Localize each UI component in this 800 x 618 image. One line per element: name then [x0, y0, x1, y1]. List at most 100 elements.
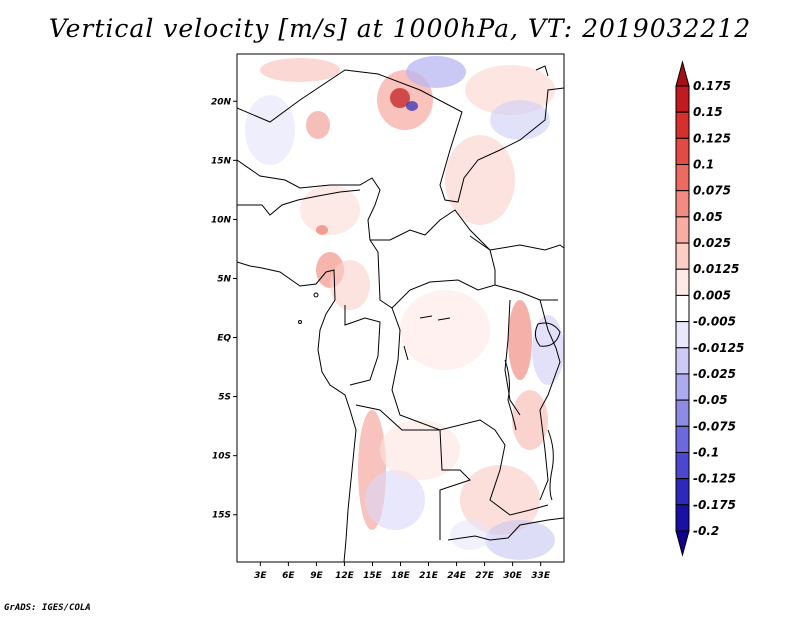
lake-malawi [547, 429, 554, 501]
colorbar-bin [675, 530, 690, 557]
colorbar-label: -0.0125 [693, 341, 744, 355]
colorbar-bin [675, 373, 690, 401]
lat-tick-label: EQ [217, 334, 231, 344]
lat-tick-label: 10N [211, 215, 232, 225]
field-patch [245, 95, 295, 165]
lon-tick-label: 30E [503, 571, 523, 581]
field-patch [445, 135, 515, 225]
field-patch [316, 225, 328, 235]
colorbar-bin [675, 164, 690, 192]
lon-tick-label: 15E [363, 571, 383, 581]
lat-tick-label: 20N [211, 97, 232, 107]
colorbar-label: -0.05 [693, 393, 728, 407]
lon-tick-label: 6E [282, 571, 295, 581]
car-border [377, 251, 558, 309]
field-patch [300, 185, 360, 235]
south-sudan-border [469, 235, 564, 251]
colorbar-bin [675, 85, 690, 113]
lakes-border-2 [539, 299, 561, 501]
lon-tick-label: 3E [254, 571, 267, 581]
field-patch [400, 290, 490, 370]
colorbar-label: -0.175 [693, 498, 736, 512]
colorbar-bin [675, 347, 690, 375]
lake-victoria [534, 322, 561, 347]
lat-tick-label: 15N [211, 156, 232, 166]
sahel-border-1 [237, 159, 381, 253]
lat-tick-label: 5S [218, 393, 231, 403]
field-patch [512, 390, 548, 450]
field-patch [532, 315, 564, 385]
lat-tick-label: 5N [217, 274, 231, 284]
colorbar-label: 0.05 [693, 210, 723, 224]
field-patch [406, 101, 418, 111]
lon-tick-label: 27E [475, 571, 495, 581]
west-coastline [237, 261, 357, 562]
field-patch [406, 56, 466, 88]
colorbar-bin [675, 425, 690, 453]
colorbar-bin [675, 111, 690, 139]
lat-tick-label: 10S [212, 452, 231, 462]
colorbar-label: -0.125 [693, 472, 736, 486]
lon-tick-label: 33E [531, 571, 551, 581]
field-patch [450, 520, 490, 550]
colorbar-bin [675, 60, 690, 87]
field-patch [508, 300, 532, 380]
colorbar-label: 0.175 [693, 79, 731, 93]
lakes-border-1 [504, 299, 521, 416]
footer-credit: GrADS: IGES/COLA [4, 603, 91, 613]
colorbar-label: -0.025 [693, 367, 736, 381]
field-patch [380, 420, 460, 480]
river-segments [403, 315, 451, 361]
red-sea-coast [535, 65, 549, 77]
colorbar-bin [675, 137, 690, 166]
colorbar-label: -0.2 [693, 524, 719, 538]
colorbar-bin [675, 399, 690, 427]
colorbar-bin [675, 478, 690, 506]
chart-title: Vertical velocity [m/s] at 1000hPa, VT: … [48, 14, 752, 43]
southern-border [447, 517, 564, 541]
map-panel [236, 53, 565, 563]
field-patch [260, 58, 340, 82]
colorbar-label: -0.075 [693, 419, 736, 433]
colorbar-label: 0.0125 [693, 262, 739, 276]
colorbar-label: 0.15 [693, 105, 723, 119]
colorbar-label: 0.005 [693, 288, 731, 302]
chad-car-border [370, 209, 496, 285]
field-patch [460, 465, 540, 535]
sahel-border-2 [237, 189, 361, 216]
field-patch [485, 520, 555, 560]
latitude-axis: 20N 15N 10N 5N EQ 5S 10S 15S [211, 97, 237, 521]
lon-tick-label: 21E [419, 571, 439, 581]
colorbar-bin [675, 242, 690, 270]
field-patch [330, 260, 370, 310]
field-patch [390, 88, 410, 108]
lon-tick-label: 9E [310, 571, 323, 581]
colorbar-label: 0.025 [693, 236, 731, 250]
lon-tick-label: 24E [447, 571, 467, 581]
colorbar-bin [675, 190, 690, 218]
colorbar-bin [675, 504, 690, 532]
colorbar-label: 0.075 [693, 184, 731, 198]
lake-tanganyika [504, 359, 517, 431]
field-patch [306, 111, 330, 139]
colorbar: 0.175 0.15 0.125 0.1 0.075 0.05 0.025 0.0125 0.0… [675, 60, 744, 557]
field-patch [490, 100, 550, 140]
island [298, 320, 302, 324]
drc-border [391, 307, 549, 516]
angola-border [355, 404, 471, 540]
colorbar-label: -0.005 [693, 315, 736, 329]
velocity-field [245, 56, 564, 560]
colorbar-label: -0.1 [693, 445, 719, 459]
colorbar-label: 0.1 [693, 158, 714, 172]
colorbar-bin [675, 451, 690, 480]
longitude-axis: 3E 6E 9E 12E 15E 18E 21E 24E 27E 30E 33E [254, 562, 551, 581]
lon-tick-label: 18E [391, 571, 411, 581]
colorbar-bin [675, 294, 690, 323]
colorbar-bin [675, 268, 690, 296]
gabon-congo-border [344, 305, 381, 386]
colorbar-label: 0.125 [693, 131, 731, 145]
lat-tick-label: 15S [212, 511, 231, 521]
coastlines-borders [237, 65, 564, 562]
colorbar-bin [675, 321, 690, 349]
